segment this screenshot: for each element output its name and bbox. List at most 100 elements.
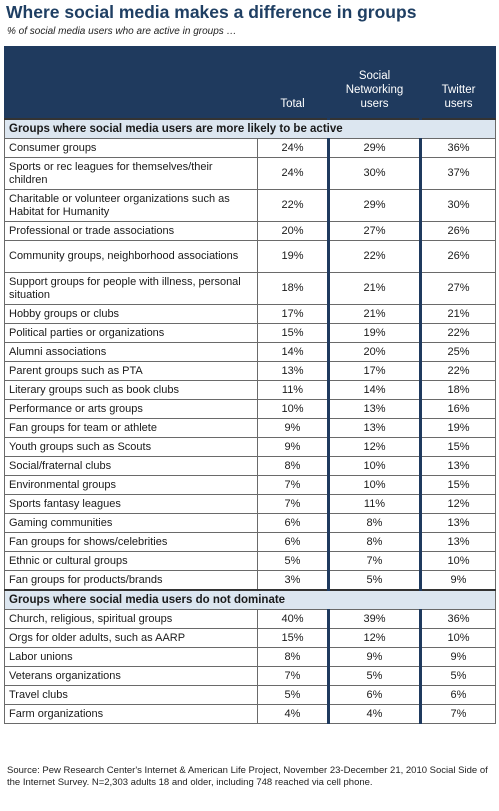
table-row: Professional or trade associations 20% 27%… [4, 221, 496, 241]
value-cell: 22% [257, 189, 329, 222]
row-label: Professional or trade associations [4, 221, 258, 241]
row-label: Veterans organizations [4, 666, 258, 686]
section-header-row: Groups where social media users are more… [4, 118, 496, 139]
value-cell: 20% [257, 221, 329, 241]
chart-subtitle: % of social media users who are active i… [7, 26, 237, 37]
value-cell: 13% [257, 361, 329, 381]
value-cell: 30% [327, 157, 422, 190]
table-row: Fan groups for shows/celebrities 6% 8% 13% [4, 532, 496, 552]
value-cell: 11% [327, 494, 422, 514]
value-cell: 13% [327, 399, 422, 419]
row-label: Community groups, neighborhood associati… [4, 240, 258, 273]
value-cell: 6% [420, 685, 496, 705]
value-cell: 22% [420, 323, 496, 343]
row-label: Parent groups such as PTA [4, 361, 258, 381]
row-label: Gaming communities [4, 513, 258, 533]
row-label: Church, religious, spiritual groups [4, 609, 258, 629]
value-cell: 9% [420, 570, 496, 591]
row-label: Hobby groups or clubs [4, 304, 258, 324]
chart-title: Where social media makes a difference in… [6, 2, 417, 22]
value-cell: 13% [420, 532, 496, 552]
source-note: Source: Pew Research Center's Internet &… [7, 765, 495, 789]
value-cell: 8% [257, 456, 329, 476]
row-label: Farm organizations [4, 704, 258, 724]
value-cell: 29% [327, 138, 422, 158]
table-row: Consumer groups 24% 29% 36% [4, 138, 496, 158]
value-cell: 7% [257, 494, 329, 514]
section-header-row: Groups where social media users do not d… [4, 589, 496, 610]
value-cell: 13% [420, 513, 496, 533]
row-label: Fan groups for team or athlete [4, 418, 258, 438]
row-label: Labor unions [4, 647, 258, 667]
table-row: Parent groups such as PTA 13% 17% 22% [4, 361, 496, 381]
value-cell: 18% [420, 380, 496, 400]
table-row: Community groups, neighborhood associati… [4, 240, 496, 273]
section-heading: Groups where social media users are more… [4, 118, 496, 139]
value-cell: 22% [327, 240, 422, 273]
value-cell: 7% [420, 704, 496, 724]
row-label: Literary groups such as book clubs [4, 380, 258, 400]
value-cell: 21% [327, 272, 422, 305]
value-cell: 12% [420, 494, 496, 514]
table-row: Sports fantasy leagues 7% 11% 12% [4, 494, 496, 514]
table-row: Church, religious, spiritual groups 40% 39… [4, 609, 496, 629]
table-row: Farm organizations 4% 4% 7% [4, 704, 496, 724]
value-cell: 9% [420, 647, 496, 667]
value-cell: 21% [327, 304, 422, 324]
value-cell: 10% [420, 551, 496, 571]
value-cell: 3% [257, 570, 329, 591]
value-cell: 7% [327, 551, 422, 571]
table-row: Social/fraternal clubs 8% 10% 13% [4, 456, 496, 476]
table-row: Sports or rec leagues for themselves/the… [4, 157, 496, 190]
table-row: Alumni associations 14% 20% 25% [4, 342, 496, 362]
section-heading: Groups where social media users do not d… [4, 589, 496, 610]
value-cell: 5% [327, 570, 422, 591]
value-cell: 14% [327, 380, 422, 400]
value-cell: 37% [420, 157, 496, 190]
value-cell: 20% [327, 342, 422, 362]
row-label: Ethnic or cultural groups [4, 551, 258, 571]
column-header: Total [257, 46, 329, 120]
value-cell: 9% [257, 437, 329, 457]
value-cell: 10% [420, 628, 496, 648]
value-cell: 4% [327, 704, 422, 724]
value-cell: 24% [257, 157, 329, 190]
value-cell: 10% [257, 399, 329, 419]
value-cell: 39% [327, 609, 422, 629]
table-row: Political parties or organizations 15% 19%… [4, 323, 496, 343]
table-row: Charitable or volunteer organizations su… [4, 189, 496, 222]
table-row: Gaming communities 6% 8% 13% [4, 513, 496, 533]
row-label: Travel clubs [4, 685, 258, 705]
value-cell: 19% [327, 323, 422, 343]
value-cell: 12% [327, 628, 422, 648]
table-row: Environmental groups 7% 10% 15% [4, 475, 496, 495]
row-label: Political parties or organizations [4, 323, 258, 343]
value-cell: 16% [420, 399, 496, 419]
column-header: Social Networking users [327, 46, 422, 120]
value-cell: 26% [420, 240, 496, 273]
value-cell: 6% [257, 513, 329, 533]
table-row: Support groups for people with illness, … [4, 272, 496, 305]
value-cell: 13% [327, 418, 422, 438]
value-cell: 19% [420, 418, 496, 438]
value-cell: 6% [327, 685, 422, 705]
table-row: Ethnic or cultural groups 5% 7% 10% [4, 551, 496, 571]
value-cell: 12% [327, 437, 422, 457]
table-body: Groups where social media users are more… [4, 118, 496, 724]
row-label: Fan groups for shows/celebrities [4, 532, 258, 552]
value-cell: 8% [257, 647, 329, 667]
value-cell: 29% [327, 189, 422, 222]
value-cell: 9% [257, 418, 329, 438]
source-label: Source: [7, 765, 40, 776]
value-cell: 25% [420, 342, 496, 362]
data-table: Total Social Networking users Twitter us… [4, 46, 496, 724]
value-cell: 22% [420, 361, 496, 381]
table-row: Literary groups such as book clubs 11% 14%… [4, 380, 496, 400]
value-cell: 13% [420, 456, 496, 476]
header-blank [4, 46, 258, 120]
value-cell: 40% [257, 609, 329, 629]
value-cell: 19% [257, 240, 329, 273]
row-label: Sports or rec leagues for themselves/the… [4, 157, 258, 190]
value-cell: 14% [257, 342, 329, 362]
value-cell: 15% [420, 475, 496, 495]
